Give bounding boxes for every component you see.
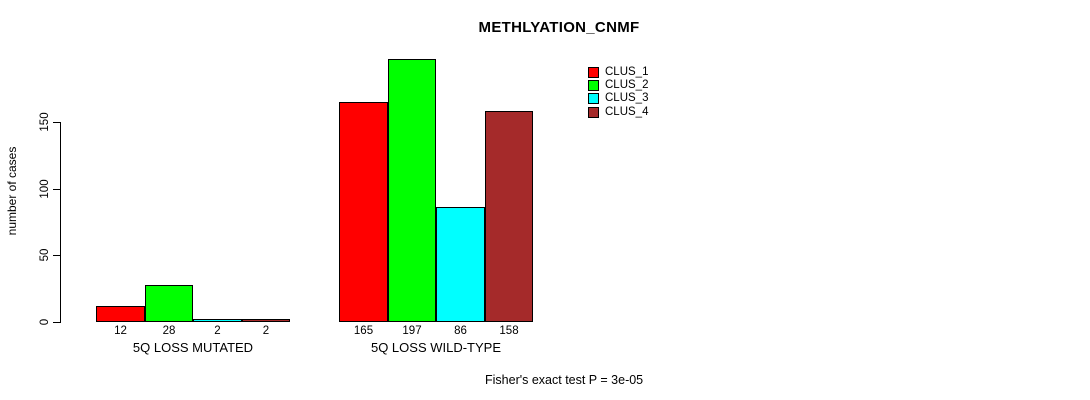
y-tick-label: 150 bbox=[39, 112, 51, 132]
bar-clus_3-wild-type bbox=[436, 207, 485, 322]
bar-value-label: 197 bbox=[402, 325, 422, 337]
legend-label: CLUS_2 bbox=[605, 79, 649, 91]
bar-value-label: 165 bbox=[353, 325, 374, 337]
fisher-test-annotation: Fisher's exact test P = 3e-05 bbox=[485, 373, 644, 387]
y-tick-mark bbox=[53, 322, 61, 323]
category-label: 5Q LOSS MUTATED bbox=[132, 340, 254, 355]
legend-swatch-clus_2 bbox=[588, 79, 599, 91]
y-tick-mark bbox=[53, 189, 61, 190]
chart-title: METHLYATION_CNMF bbox=[478, 19, 640, 36]
bar-clus_3-mutated bbox=[193, 319, 242, 322]
legend-label: CLUS_1 bbox=[605, 66, 649, 78]
bar-clus_4-wild-type bbox=[485, 111, 533, 322]
legend-item-clus_3: CLUS_3 bbox=[588, 92, 648, 104]
y-axis-line bbox=[60, 122, 61, 323]
bar-clus_2-wild-type bbox=[388, 59, 436, 322]
bar-clus_1-wild-type bbox=[339, 102, 388, 322]
legend-item-clus_2: CLUS_2 bbox=[588, 79, 648, 91]
y-tick-label: 0 bbox=[39, 318, 51, 326]
bar-clus_1-mutated bbox=[96, 306, 145, 322]
y-tick-label: 100 bbox=[39, 179, 51, 199]
legend-item-clus_1: CLUS_1 bbox=[588, 66, 648, 78]
legend-item-clus_4: CLUS_4 bbox=[588, 106, 648, 118]
bar-value-label: 28 bbox=[162, 325, 176, 337]
y-axis-label: number of cases bbox=[5, 146, 19, 236]
y-tick-mark bbox=[53, 122, 61, 123]
bar-value-label: 12 bbox=[114, 325, 127, 337]
bar-value-label: 158 bbox=[499, 325, 519, 337]
legend-swatch-clus_3 bbox=[588, 92, 599, 104]
legend-swatch-clus_4 bbox=[588, 106, 599, 118]
y-tick-label: 50 bbox=[39, 248, 51, 262]
y-tick-mark bbox=[53, 255, 61, 256]
legend-label: CLUS_3 bbox=[605, 92, 649, 104]
legend-label: CLUS_4 bbox=[605, 106, 649, 118]
category-label: 5Q LOSS WILD-TYPE bbox=[370, 340, 502, 355]
bar-value-label: 2 bbox=[214, 325, 221, 337]
bar-clus_2-mutated bbox=[145, 285, 193, 322]
legend-swatch-clus_1 bbox=[588, 66, 599, 78]
bar-value-label: 2 bbox=[262, 325, 270, 337]
bar-clus_4-mutated bbox=[242, 319, 290, 322]
bar-value-label: 86 bbox=[454, 325, 467, 337]
